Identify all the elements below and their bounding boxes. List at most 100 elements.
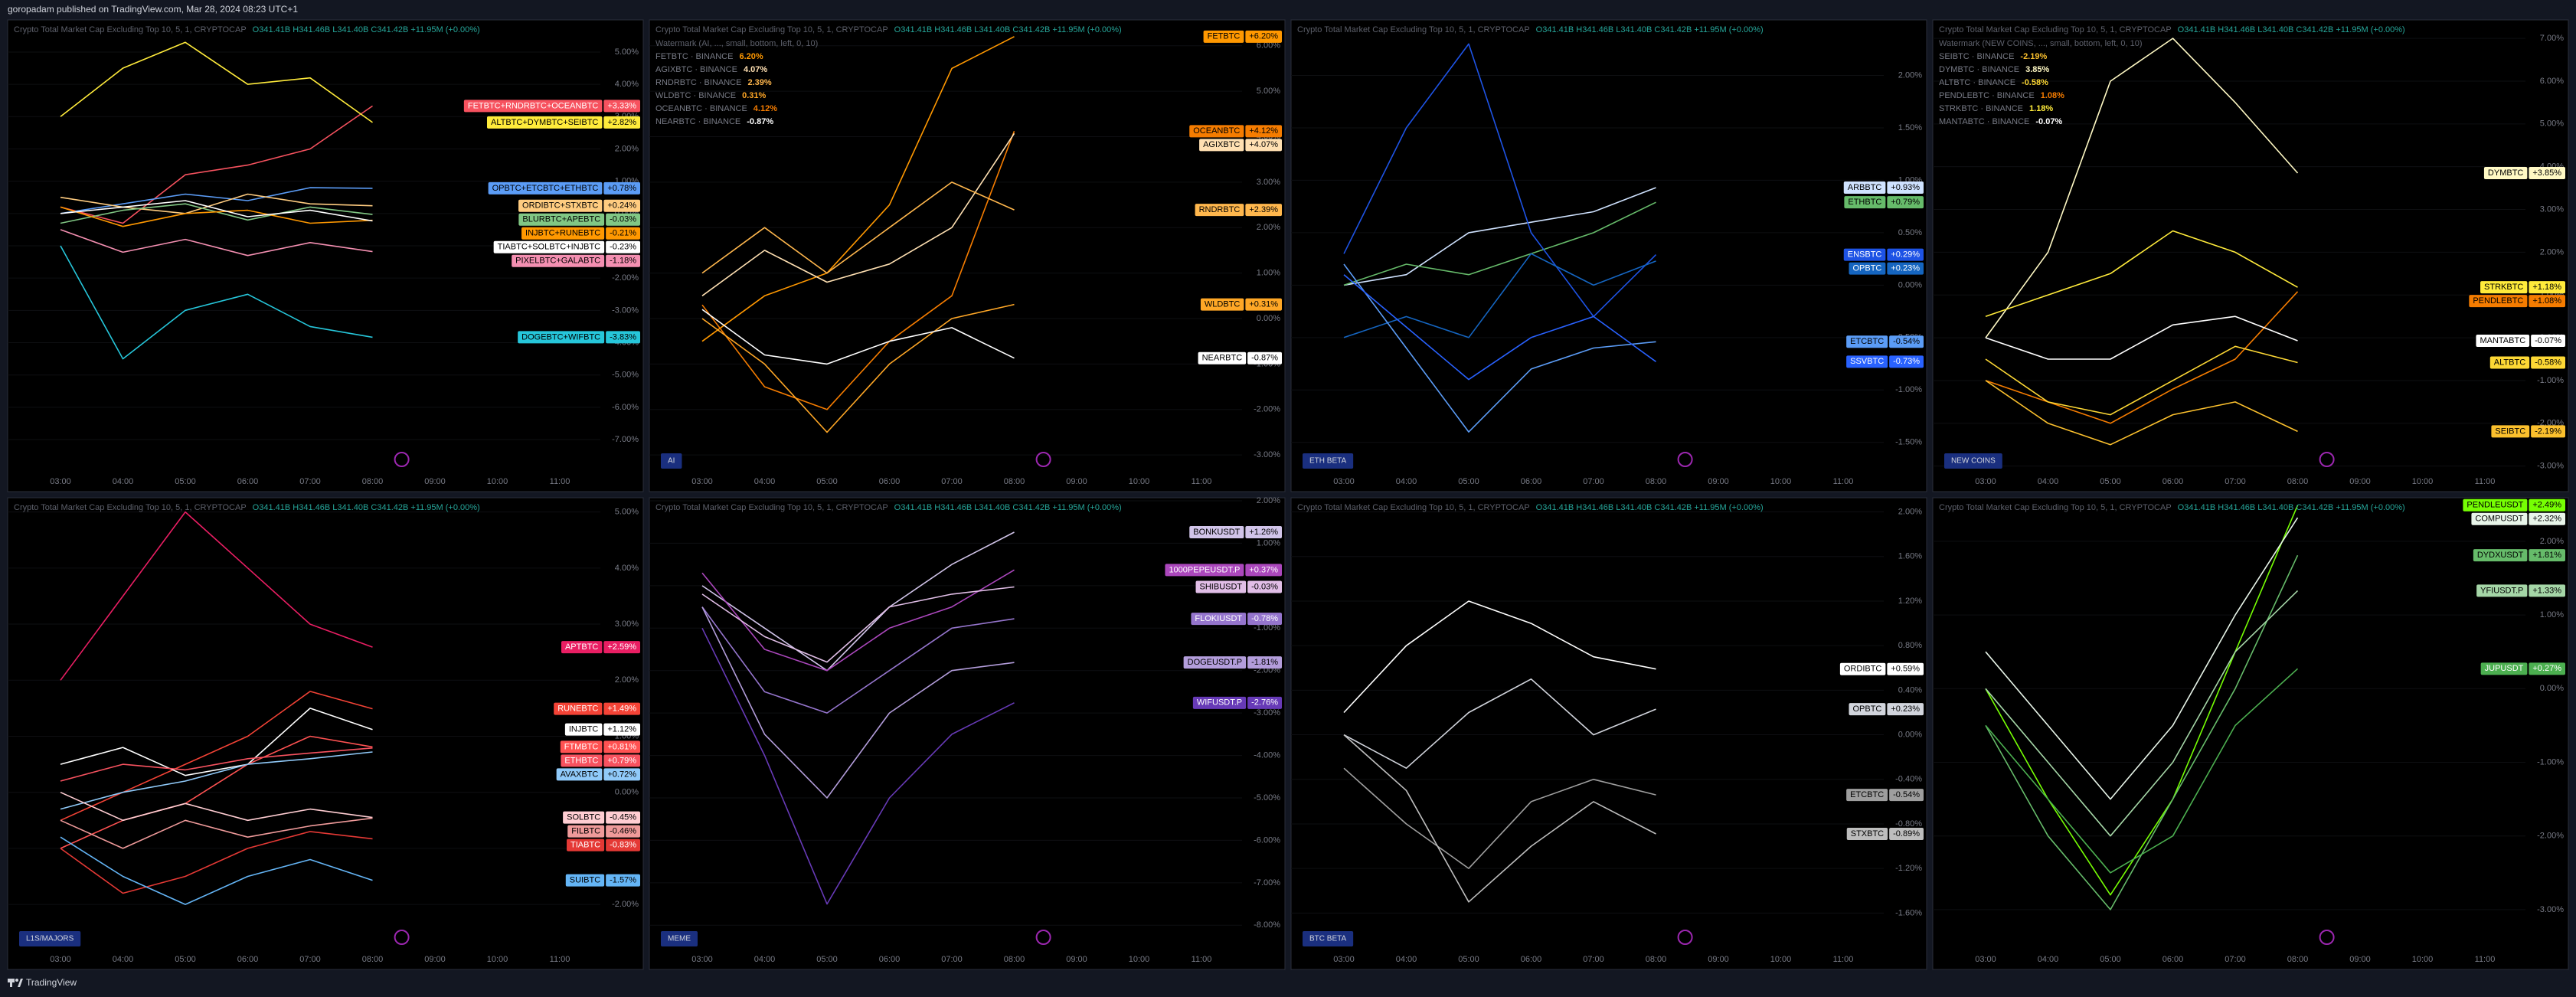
price-tag-name-box [521, 227, 605, 240]
price-tag-name: FETBTC [1208, 32, 1241, 41]
series-line [1343, 600, 1656, 714]
price-tag-value-box [603, 754, 640, 767]
y-tick-label: -8.00% [1254, 920, 1280, 930]
panel-title: Crypto Total Market Cap Excluding Top 10… [1297, 25, 1530, 34]
price-tag-value-box [1247, 656, 1282, 669]
price-tag-name: DOGEUSDT.P [1188, 658, 1243, 667]
watermark-box [19, 931, 81, 946]
price-tag-value-box [1887, 196, 1924, 209]
price-tag-name-box [1191, 613, 1247, 626]
price-tag-value: +2.82% [607, 118, 636, 127]
price-tag-value-box [2529, 512, 2565, 525]
watermark-box [1303, 931, 1354, 946]
chart-panel: 2.00%1.00%0.00%-1.00%-2.00%-3.00%-4.00%-… [649, 496, 1286, 970]
y-tick-label: 5.00% [2540, 119, 2564, 129]
series-line [60, 751, 373, 810]
price-tag-name-box [1849, 262, 1886, 275]
series-line [701, 606, 1015, 799]
price-tag-value-box [606, 874, 640, 887]
price-tag-value-box [603, 181, 640, 194]
price-tag-name: RNDRBTC [1199, 205, 1241, 214]
y-tick-label: 0.80% [1898, 641, 1922, 650]
series-line [60, 200, 373, 222]
price-tag-value: +0.72% [607, 770, 636, 779]
price-tag-value: +0.93% [1891, 183, 1920, 192]
legend-value: -0.58% [2022, 78, 2048, 87]
y-tick-label: -1.00% [1895, 385, 1922, 394]
x-tick-label: 09:00 [424, 955, 446, 964]
price-tag-name: TIABTC+SOLBTC+INJBTC [498, 243, 601, 252]
panel-title: Crypto Total Market Cap Excluding Top 10… [14, 503, 247, 512]
y-tick-label: -1.00% [2537, 757, 2564, 767]
series-line [1985, 345, 2298, 416]
price-tag-value: +2.49% [2532, 501, 2561, 510]
price-tag-value-box [1887, 703, 1924, 716]
x-tick-label: 04:00 [2038, 477, 2059, 486]
price-tag-value-box [603, 740, 640, 753]
legend-value: 1.08% [2041, 91, 2064, 100]
price-tag-value-box [2529, 549, 2565, 562]
price-tag-value: +3.85% [2532, 168, 2561, 178]
x-tick-label: 06:00 [2162, 477, 2184, 486]
panel-title: Crypto Total Market Cap Excluding Top 10… [1939, 503, 2172, 512]
series-line [701, 586, 1015, 663]
series-line [701, 131, 1015, 410]
series-line [1343, 734, 1656, 903]
series-line [701, 531, 1015, 672]
price-tag-name-box [1199, 139, 1244, 152]
y-tick-label: 2.00% [615, 675, 639, 685]
series-line [1985, 590, 2299, 837]
series-line [701, 569, 1015, 672]
price-tag-name: BONKUSDT [1193, 528, 1240, 537]
price-tag-value-box [1889, 789, 1924, 802]
price-tag-name-box [518, 331, 605, 344]
watermark-label: MEME [668, 935, 691, 943]
price-tag-name: WIFUSDT.P [1197, 698, 1242, 708]
price-tag-name: COMPUSDT [2475, 515, 2523, 524]
x-tick-label: 07:00 [941, 955, 963, 964]
y-tick-label: 0.00% [1898, 280, 1922, 289]
x-tick-label: 04:00 [113, 477, 134, 486]
y-tick-label: 3.00% [615, 619, 639, 629]
tv-logo-mark [2319, 930, 2335, 945]
y-tick-label: -2.00% [1254, 405, 1280, 414]
series-line [60, 193, 373, 214]
price-tag-name: RUNEBTC [557, 704, 598, 714]
price-tag-value-box [1245, 204, 1282, 217]
x-tick-label: 03:00 [1975, 477, 1996, 486]
tv-logo-mark [394, 452, 410, 467]
x-tick-label: 06:00 [1521, 477, 1542, 486]
price-tag-name: ARBBTC [1848, 183, 1882, 192]
watermark-label: L1S/MAJORS [26, 935, 74, 943]
x-tick-label: 10:00 [1770, 477, 1792, 486]
price-tag-name: INJBTC+RUNEBTC [525, 229, 600, 238]
price-tag-name: PENDLEBTC [2473, 296, 2523, 306]
price-tag-value: +0.23% [1891, 704, 1920, 714]
price-tag-name: NEARBTC [1202, 354, 1243, 363]
panel-background [1932, 19, 2569, 492]
price-tag-value-box [606, 825, 640, 838]
price-tag-name-box [1203, 30, 1244, 43]
price-tag-value: +0.29% [1891, 250, 1920, 260]
publish-header: goropadam published on TradingView.com, … [8, 4, 298, 15]
price-tag-name-box [564, 723, 603, 736]
panel-ohlc: O341.41B H341.46B L341.40B C341.42B +11.… [2178, 503, 2405, 512]
price-tag-value-box [603, 702, 640, 715]
x-tick-label: 07:00 [941, 477, 963, 486]
price-tag-value: -2.76% [1251, 698, 1278, 708]
price-tag-value-box [606, 227, 640, 240]
panel-background [7, 497, 644, 970]
y-tick-label: 6.00% [2540, 77, 2564, 86]
price-tag-value-box [606, 811, 640, 824]
x-tick-label: 08:00 [362, 477, 384, 486]
x-tick-label: 05:00 [1458, 477, 1479, 486]
watermark-box [661, 453, 682, 469]
series-line [1985, 668, 2299, 874]
price-tag-value-box [1887, 262, 1924, 275]
y-tick-label: 1.00% [2540, 610, 2564, 619]
price-tag-name-box [1843, 181, 1886, 194]
legend-value: -0.07% [2035, 117, 2062, 126]
price-tag-value-box [2529, 498, 2565, 512]
price-tag-name-box [1198, 351, 1247, 364]
